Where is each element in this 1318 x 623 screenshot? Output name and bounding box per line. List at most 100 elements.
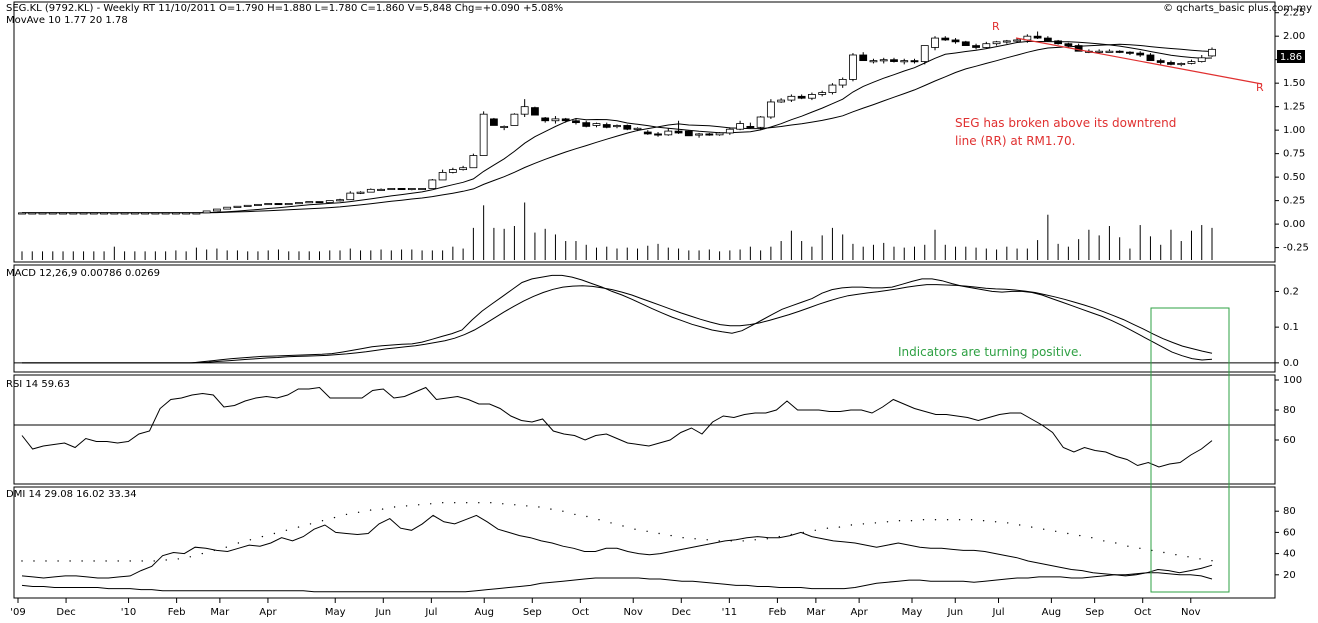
candle bbox=[602, 122, 611, 129]
candle bbox=[746, 122, 755, 129]
price-panel: 2.252.001.751.501.251.000.750.500.250.00… bbox=[18, 8, 1309, 260]
candle-body bbox=[1105, 50, 1114, 53]
adx-dot bbox=[369, 509, 372, 511]
candle bbox=[377, 188, 385, 191]
indicator-series-line bbox=[22, 284, 1213, 364]
candle bbox=[18, 212, 26, 215]
candle bbox=[551, 116, 560, 124]
adx-dot bbox=[430, 503, 432, 505]
adx-dot bbox=[682, 537, 684, 539]
x-tick-label: Nov bbox=[1181, 607, 1201, 618]
candle bbox=[254, 203, 262, 206]
adx-dot bbox=[261, 535, 264, 538]
candle-body bbox=[274, 203, 283, 206]
adx-dot bbox=[333, 516, 336, 519]
candle bbox=[202, 210, 211, 214]
candle-body bbox=[879, 59, 888, 62]
panel-frame bbox=[13, 374, 1276, 485]
candle-body bbox=[551, 118, 560, 122]
candle-body bbox=[910, 60, 919, 63]
x-tick-label: Jul bbox=[424, 607, 437, 618]
candle-body bbox=[992, 41, 1001, 45]
candle-body bbox=[920, 45, 929, 62]
candle-body bbox=[951, 39, 960, 43]
candle-body bbox=[982, 43, 991, 48]
candle-body bbox=[366, 188, 375, 193]
adx-dot bbox=[658, 532, 660, 535]
candle-body bbox=[1197, 57, 1206, 62]
adx-dot bbox=[874, 522, 877, 524]
candle-body bbox=[438, 172, 447, 181]
candle-body bbox=[643, 131, 652, 135]
candle bbox=[797, 94, 806, 100]
last-price-flag bbox=[1277, 50, 1305, 63]
candle bbox=[838, 77, 847, 88]
candle-body bbox=[69, 212, 78, 215]
adx-dot bbox=[285, 529, 288, 531]
adx-dot bbox=[117, 560, 119, 562]
adx-dot bbox=[1211, 560, 1213, 562]
indicator-series-line bbox=[21, 386, 1213, 468]
candle-body bbox=[336, 199, 344, 202]
candle-body bbox=[479, 113, 488, 156]
candle bbox=[161, 212, 170, 215]
indicator-series-line bbox=[22, 274, 1213, 364]
last-price-value: 1.86 bbox=[1280, 52, 1302, 63]
candle bbox=[961, 40, 970, 46]
candle-body bbox=[284, 203, 293, 206]
x-tick-label: Nov bbox=[623, 607, 643, 618]
adx-dot bbox=[1043, 528, 1045, 530]
candle bbox=[1208, 47, 1216, 57]
candle bbox=[992, 40, 1001, 46]
candle bbox=[448, 167, 457, 174]
candle-body bbox=[510, 113, 519, 126]
adx-dot bbox=[550, 508, 552, 510]
adx-dot bbox=[562, 510, 564, 512]
indicator-highlight-box bbox=[1150, 307, 1230, 593]
candle bbox=[264, 203, 273, 206]
adx-dot bbox=[345, 513, 348, 516]
candle bbox=[192, 212, 201, 215]
x-tick-label: Feb bbox=[168, 607, 186, 618]
candle-body bbox=[346, 192, 355, 201]
candle bbox=[1033, 31, 1042, 40]
candle-body bbox=[130, 212, 139, 215]
candle-body bbox=[736, 123, 745, 130]
candle-body bbox=[766, 101, 775, 118]
candle bbox=[705, 132, 714, 136]
adx-dot bbox=[213, 549, 215, 552]
adx-dot bbox=[309, 523, 312, 525]
adx-dot bbox=[405, 505, 408, 507]
candle-body bbox=[572, 120, 580, 124]
adx-dot bbox=[694, 538, 696, 540]
breakout-note-line1: SEG has broken above its downtrend bbox=[955, 116, 1176, 130]
adx-dot bbox=[838, 526, 841, 528]
adx-dot bbox=[502, 503, 504, 505]
indicator-tick-label: 60 bbox=[1283, 527, 1296, 538]
candle-body bbox=[818, 92, 827, 95]
candle-body bbox=[1064, 43, 1073, 46]
candle bbox=[777, 98, 786, 103]
dmi-panel: 80 60 40 20 bbox=[21, 502, 1296, 593]
candle-body bbox=[459, 167, 468, 171]
candle bbox=[879, 57, 888, 64]
candle bbox=[469, 153, 478, 169]
adx-dot bbox=[141, 560, 143, 562]
candle-body bbox=[541, 117, 550, 122]
x-tick-label: May bbox=[325, 607, 346, 618]
candle-body bbox=[1095, 50, 1104, 53]
resistance-label-top: R bbox=[992, 20, 1000, 33]
adx-dot bbox=[922, 519, 925, 521]
candle-body bbox=[828, 84, 837, 93]
x-tick-label: Oct bbox=[1134, 607, 1151, 618]
candle bbox=[859, 52, 868, 62]
resistance-label-right: R bbox=[1256, 81, 1264, 94]
candle bbox=[100, 212, 108, 215]
candle-body bbox=[213, 208, 221, 212]
candle-body bbox=[561, 118, 570, 122]
candle bbox=[233, 205, 242, 208]
indicator-tick-label: 20 bbox=[1283, 570, 1296, 581]
macd-panel: 0.2 0.1 0.0 bbox=[14, 274, 1299, 369]
panel-frames bbox=[13, 1, 1276, 599]
